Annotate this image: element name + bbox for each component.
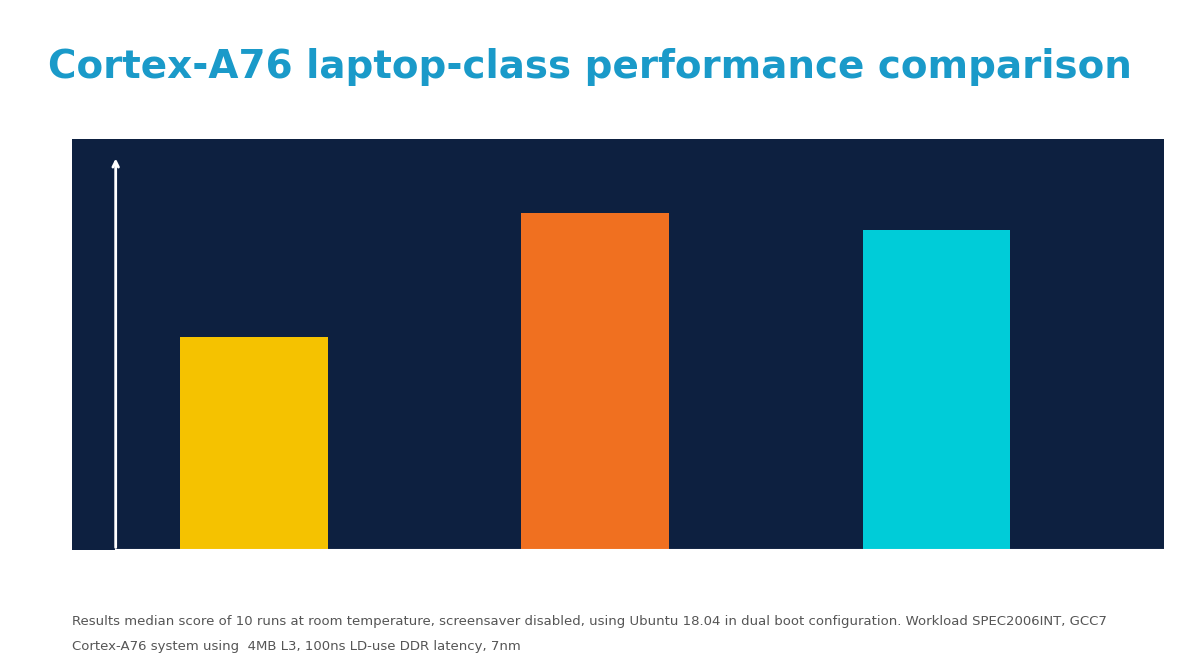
Text: Intel Core i5-7300U
(2.6GHz, Baseline): Intel Core i5-7300U (2.6GHz, Baseline) — [156, 640, 352, 663]
Text: Arm Cortex-A76
(3GHz, Projected): Arm Cortex-A76 (3GHz, Projected) — [847, 640, 1026, 663]
Text: Cortex-A76 system using  4MB L3, 100ns LD-use DDR latency, 7nm: Cortex-A76 system using 4MB L3, 100ns LD… — [72, 640, 521, 652]
Text: Cortex-A76 laptop-class performance comparison: Cortex-A76 laptop-class performance comp… — [48, 48, 1132, 86]
Text: Intel Core i5-7300U
(3.5GHz, Turbo): Intel Core i5-7300U (3.5GHz, Turbo) — [497, 640, 694, 663]
Text: Performance (SPECINT2k6): Performance (SPECINT2k6) — [2, 197, 20, 452]
Bar — [521, 213, 670, 550]
Bar — [180, 337, 328, 550]
Text: Results median score of 10 runs at room temperature, screensaver disabled, using: Results median score of 10 runs at room … — [72, 615, 1106, 628]
Text: Cortex-A76 Compute SoC expected on-par with Core i5 performance, at lower power: Cortex-A76 Compute SoC expected on-par w… — [120, 572, 1116, 592]
Bar — [863, 229, 1010, 550]
